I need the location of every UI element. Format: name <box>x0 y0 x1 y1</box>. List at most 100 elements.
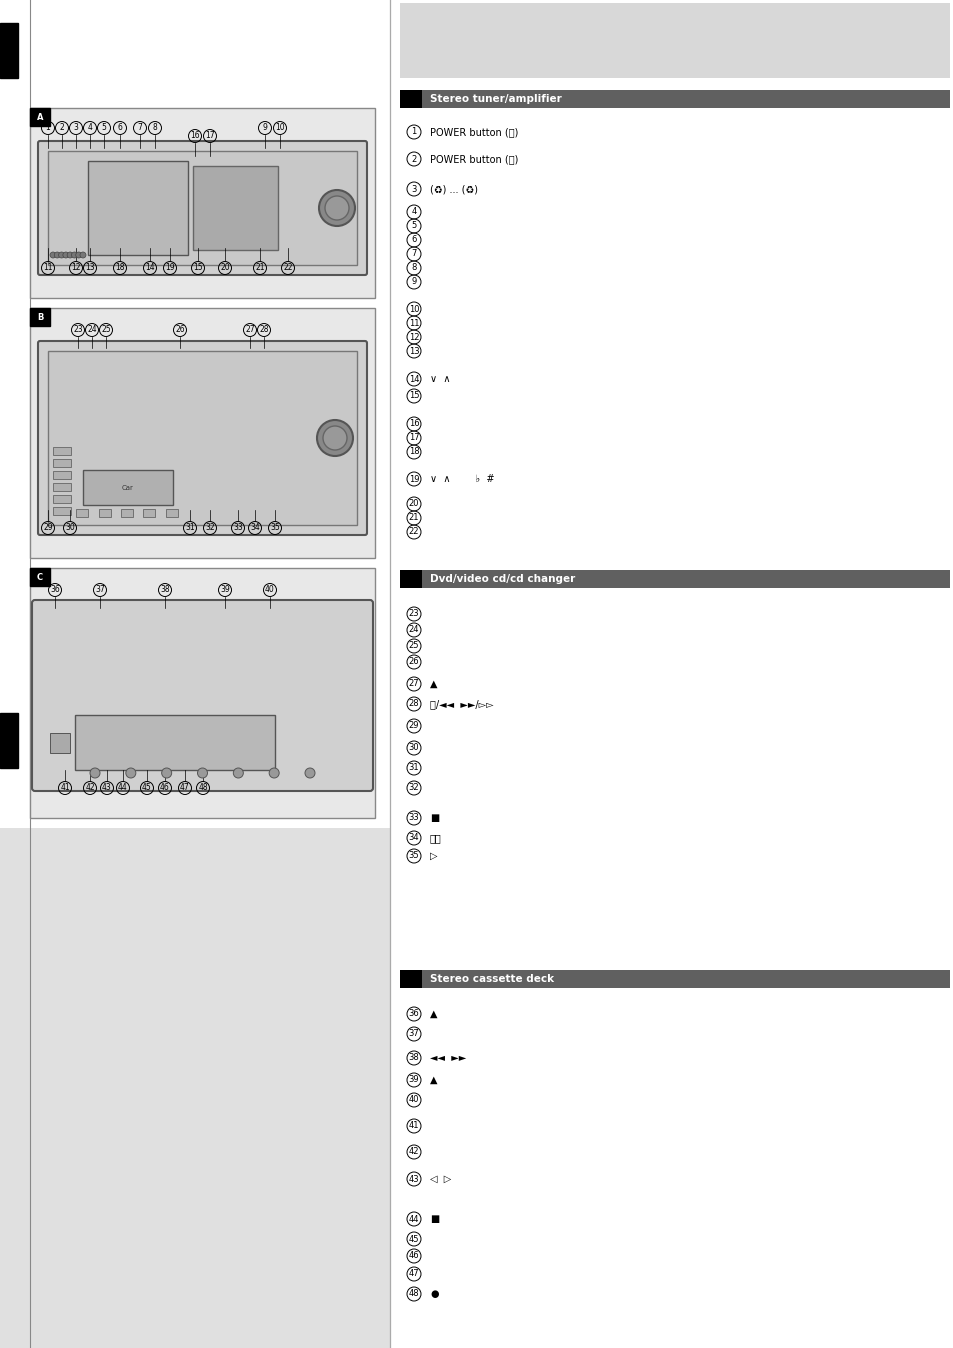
Text: 20: 20 <box>408 500 418 508</box>
Text: 45: 45 <box>142 783 152 793</box>
Circle shape <box>71 252 77 257</box>
Text: ▲: ▲ <box>430 679 437 689</box>
Text: 13: 13 <box>85 263 94 272</box>
Circle shape <box>80 252 86 257</box>
Bar <box>83 470 172 506</box>
Text: B: B <box>37 313 43 322</box>
Text: ■: ■ <box>430 1215 438 1224</box>
Text: 22: 22 <box>408 527 418 537</box>
Text: 39: 39 <box>408 1076 419 1085</box>
Circle shape <box>233 768 243 778</box>
Text: 48: 48 <box>198 783 208 793</box>
Circle shape <box>63 252 69 257</box>
Text: 19: 19 <box>165 263 174 272</box>
Text: Car: Car <box>122 485 133 491</box>
Text: 3: 3 <box>73 124 78 132</box>
Text: 36: 36 <box>51 585 60 594</box>
Text: Stereo tuner/amplifier: Stereo tuner/amplifier <box>430 94 561 104</box>
Bar <box>98 510 111 518</box>
Text: C: C <box>37 573 43 581</box>
Circle shape <box>75 252 82 257</box>
Text: 11: 11 <box>43 263 52 272</box>
Text: 13: 13 <box>408 346 419 356</box>
Text: 34: 34 <box>250 523 259 532</box>
Text: 25: 25 <box>101 325 111 334</box>
Text: 8: 8 <box>411 263 416 272</box>
Text: 2: 2 <box>60 124 64 132</box>
Circle shape <box>58 252 65 257</box>
Text: 31: 31 <box>185 523 194 532</box>
Text: 16: 16 <box>408 419 419 429</box>
Text: 29: 29 <box>43 523 52 532</box>
Text: 47: 47 <box>408 1270 419 1278</box>
Text: 23: 23 <box>73 325 83 334</box>
Text: 28: 28 <box>408 700 419 709</box>
Text: 14: 14 <box>145 263 154 272</box>
Text: 9: 9 <box>262 124 267 132</box>
Text: 9: 9 <box>411 278 416 287</box>
Text: 24: 24 <box>87 325 96 334</box>
Text: ▷: ▷ <box>430 851 437 861</box>
Circle shape <box>316 421 353 456</box>
FancyBboxPatch shape <box>30 568 375 818</box>
Bar <box>399 90 421 108</box>
Text: 7: 7 <box>137 124 142 132</box>
Circle shape <box>90 768 100 778</box>
Text: 30: 30 <box>408 744 419 752</box>
Text: 17: 17 <box>205 132 214 140</box>
Text: ▲: ▲ <box>430 1010 437 1019</box>
Bar <box>193 166 277 249</box>
Text: ◄◄  ►►: ◄◄ ►► <box>430 1053 466 1064</box>
Text: 5: 5 <box>411 221 416 231</box>
Text: ◁  ▷: ◁ ▷ <box>430 1174 451 1184</box>
Text: 37: 37 <box>408 1030 419 1038</box>
Text: 24: 24 <box>408 625 418 635</box>
Bar <box>53 460 71 466</box>
Text: 15: 15 <box>408 391 418 400</box>
Bar <box>399 971 949 988</box>
Bar <box>53 495 71 503</box>
Circle shape <box>161 768 172 778</box>
Text: 42: 42 <box>85 783 94 793</box>
Text: 14: 14 <box>408 375 418 383</box>
Text: 35: 35 <box>408 852 419 860</box>
Bar <box>53 483 71 491</box>
Text: ∨  ∧: ∨ ∧ <box>430 373 450 384</box>
Bar <box>0 828 390 1348</box>
Circle shape <box>305 768 314 778</box>
Text: 6: 6 <box>117 124 122 132</box>
Text: 35: 35 <box>270 523 279 532</box>
Text: POWER button (⏻): POWER button (⏻) <box>430 154 517 164</box>
Circle shape <box>67 252 73 257</box>
Text: 10: 10 <box>408 305 418 314</box>
Text: 18: 18 <box>115 263 125 272</box>
Text: 16: 16 <box>190 132 199 140</box>
Text: 2: 2 <box>411 155 416 163</box>
Bar <box>121 510 132 518</box>
Text: 39: 39 <box>220 585 230 594</box>
Text: 11: 11 <box>408 318 418 328</box>
Bar <box>30 568 50 586</box>
Text: 30: 30 <box>65 523 74 532</box>
Bar <box>75 714 274 770</box>
Text: POWER button (⏻): POWER button (⏻) <box>430 127 517 137</box>
Text: 37: 37 <box>95 585 105 594</box>
Text: 32: 32 <box>408 783 419 793</box>
FancyBboxPatch shape <box>38 142 367 275</box>
Text: 43: 43 <box>102 783 112 793</box>
Text: 40: 40 <box>408 1096 418 1104</box>
Circle shape <box>126 768 135 778</box>
Bar <box>50 733 70 754</box>
Circle shape <box>323 426 347 450</box>
Circle shape <box>318 190 355 226</box>
Text: 44: 44 <box>118 783 128 793</box>
Bar <box>76 510 88 518</box>
Circle shape <box>269 768 279 778</box>
Text: 42: 42 <box>408 1147 418 1157</box>
Text: 21: 21 <box>408 514 418 523</box>
Bar <box>53 448 71 456</box>
Bar <box>0 23 18 78</box>
Text: 18: 18 <box>408 448 419 457</box>
FancyBboxPatch shape <box>30 307 375 558</box>
Bar <box>0 713 18 768</box>
